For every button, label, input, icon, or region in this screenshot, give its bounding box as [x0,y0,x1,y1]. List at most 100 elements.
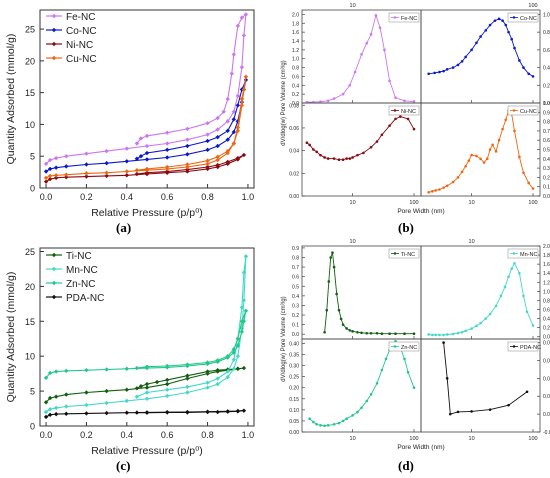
data-point [464,164,467,168]
data-point [215,409,220,415]
data-point [47,407,53,412]
data-point [470,48,473,52]
data-point [124,387,130,392]
subplot-frame [420,338,541,433]
y-tick-label: 0.7 [292,265,299,271]
data-point [531,187,535,190]
y-tick-label: 20 [25,56,35,66]
data-point [445,333,449,336]
data-point [185,362,190,367]
y-tick-label: 0.25 [289,375,299,381]
data-point [225,374,230,380]
data-point [104,400,109,406]
y-tick-label: 0.008 [543,376,550,382]
data-point [243,308,249,314]
panel-label-c: (c) [116,458,131,473]
data-point [64,174,69,180]
data-point [215,134,220,140]
y-tick-label: 0.40 [289,341,299,347]
series-line [324,252,414,335]
data-point [479,321,482,325]
data-point [485,157,489,161]
data-point [348,329,352,332]
data-point [510,267,514,270]
data-point [205,147,210,153]
data-point [380,332,384,336]
data-point [341,92,345,96]
data-point [185,137,190,142]
data-point [47,395,53,401]
data-point [205,161,210,167]
y-tick-label: 0.8 [543,30,550,36]
data-point [312,420,315,424]
data-point [488,408,492,411]
series-line [306,116,415,161]
data-point [442,186,445,189]
series-line [45,410,244,418]
data-point [164,393,170,399]
data-point [431,333,434,337]
data-point [241,152,247,158]
data-point [488,148,492,151]
data-point [326,157,330,160]
data-point [124,169,130,174]
series-line [306,13,415,103]
data-point [369,33,373,36]
data-point [215,154,220,160]
data-point [144,410,150,415]
y-axis-label: Quantity Adsorbed (mmol/g) [5,34,17,165]
subplot-Mn-NC: 0.0 0.2 0.4 0.6 0.8 1.0 1.2 1.4 1.6 1.8 2.0 Mn-NC [420,244,550,341]
data-point [239,329,245,334]
series-line [428,109,534,193]
data-point [185,409,190,415]
y-tick-label: 0.0 [292,101,299,107]
data-point [205,385,210,390]
data-point [205,132,210,137]
x-tick-label: 0.2 [80,430,93,440]
data-point [231,117,237,122]
x-tick-label: 0.0 [40,192,53,202]
y-tick-label: 25 [25,25,35,35]
data-point [164,130,170,135]
y-tick-label: 0.00 [289,194,299,200]
data-point [235,93,241,99]
data-point [134,168,140,173]
y-tick-label: 0.4 [543,66,550,72]
subplot-PDA-NC: -0.004 0.000 0.004 0.008 0.012 0.016 10 100 PDA-… [420,338,550,442]
series-line [428,18,534,77]
data-point [144,390,150,395]
data-point [84,390,89,395]
data-point [154,379,160,385]
data-point [507,30,510,34]
x-tick-label: 100 [409,200,418,206]
data-point [185,167,190,172]
y-tick-label: 1.0 [543,12,550,18]
data-point [365,41,369,45]
data-point [351,414,354,417]
x-axis-label: Pore Width (nm) [397,208,444,215]
y-tick-label: 15 [25,317,35,327]
data-point [231,366,237,371]
data-point [438,188,441,191]
y-tick-label: 0.8 [543,120,550,126]
y-tick-label: 0.0 [292,332,299,338]
series-line [45,76,247,179]
subplot-Zn-NC: 0.00 0.05 0.10 0.15 0.20 0.25 0.30 0.35 0.40 10 10… [289,338,422,442]
legend-box [388,248,420,259]
data-point [412,386,416,390]
y-tick-label: 2.0 [543,244,550,250]
y-tick-label: 0.6 [543,308,550,314]
data-point [488,312,492,316]
data-point [124,159,130,164]
data-point [205,360,210,365]
data-point [164,363,170,369]
data-point [243,254,249,259]
data-point [365,331,369,335]
chart-b: 0.00.20.40.60.81.01.21.41.61.82.0Fe-NC0.… [281,3,550,215]
data-point [215,115,220,121]
data-point [53,175,59,181]
data-point [380,368,384,372]
subplot-Cu-NC: 0.0 0.1 0.2 0.3 0.4 0.5 0.6 0.7 0.8 0.9 1.0 10 100 Cu… [420,101,550,206]
y-tick-label: 1.2 [543,280,550,286]
data-point [231,357,237,362]
